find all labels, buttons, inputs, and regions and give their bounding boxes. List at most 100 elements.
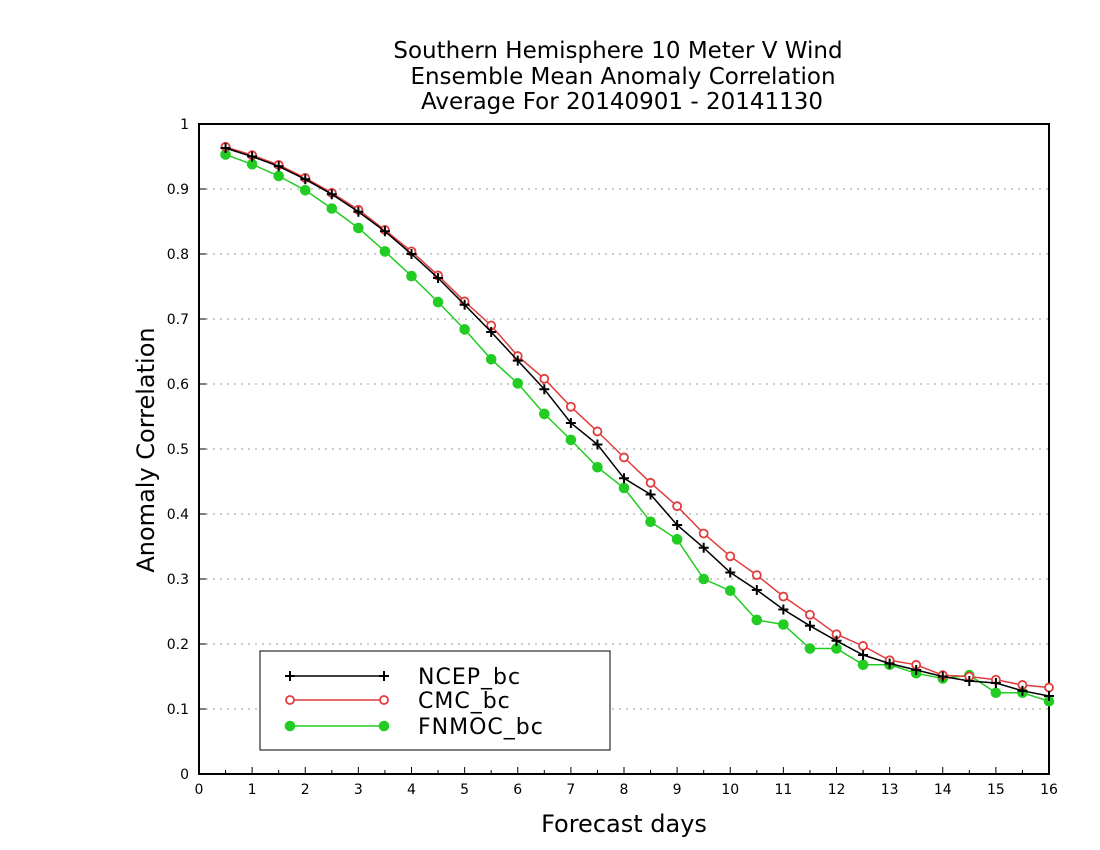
series-line — [225, 146, 1050, 689]
data-point — [619, 473, 629, 484]
grid-lines — [199, 188, 1049, 710]
legend-marker — [284, 720, 296, 732]
x-tick-label: 4 — [407, 782, 416, 798]
data-point — [725, 567, 736, 578]
y-tick-label: 0.3 — [167, 572, 189, 588]
y-axis-label: Anomaly Correlation — [132, 327, 160, 572]
x-tick-label: 5 — [460, 782, 469, 798]
legend-label: CMC_bc — [418, 689, 511, 714]
x-tick-label: 1 — [248, 782, 257, 798]
x-tick-label: 9 — [673, 782, 682, 798]
data-point — [884, 658, 895, 669]
series-fnmoc-bc — [220, 149, 1055, 707]
data-point — [379, 226, 390, 237]
legend-marker — [379, 695, 389, 705]
x-tick-label: 8 — [620, 782, 629, 798]
data-point — [247, 151, 258, 162]
series-cmc-bc — [220, 141, 1054, 693]
data-point — [751, 570, 762, 580]
data-point — [619, 452, 629, 463]
data-point — [804, 620, 815, 631]
legend-label: NCEP_bc — [418, 665, 521, 690]
data-point — [805, 609, 815, 620]
data-point — [964, 676, 975, 687]
y-tick-label: 0.8 — [167, 247, 189, 263]
x-tick-label: 0 — [195, 782, 204, 798]
y-tick-label: 0.7 — [167, 312, 189, 328]
x-axis-ticks: 0 1 2 3 4 5 6 7 8 9 10 11 12 13 14 15 16 — [195, 767, 1058, 798]
data-point — [804, 643, 816, 654]
data-point — [698, 573, 709, 585]
x-tick-label: 3 — [354, 782, 363, 798]
data-point — [379, 246, 391, 257]
data-point — [539, 384, 550, 395]
data-point — [671, 534, 683, 545]
y-tick-label: 0.4 — [167, 507, 189, 523]
series-ncep-bc — [220, 143, 1054, 701]
legend-entry-ncep-bc: NCEP_bc — [285, 665, 521, 690]
data-point — [565, 401, 576, 412]
x-tick-label: 10 — [721, 782, 739, 798]
data-point — [565, 418, 576, 428]
data-point — [273, 161, 284, 172]
data-point — [326, 189, 337, 200]
data-point — [512, 378, 524, 389]
y-axis-ticks: 0 0.1 0.2 0.3 0.4 0.5 0.6 0.7 0.8 0.9 1 — [167, 117, 206, 783]
data-point — [672, 501, 683, 512]
x-tick-label: 11 — [774, 782, 792, 798]
data-point — [672, 520, 683, 531]
data-point — [751, 585, 762, 596]
data-point — [858, 641, 868, 651]
x-tick-label: 7 — [566, 782, 575, 798]
data-point — [725, 551, 736, 562]
legend-label: FNMOC_bc — [418, 715, 544, 740]
y-tick-label: 0.2 — [167, 637, 189, 653]
series-line — [225, 147, 1050, 697]
data-point — [1044, 682, 1054, 693]
data-point — [751, 614, 763, 626]
data-point — [539, 408, 550, 420]
data-point — [831, 635, 842, 646]
x-tick-label: 14 — [934, 782, 952, 798]
data-point — [618, 482, 630, 494]
series-layer — [220, 141, 1055, 707]
data-point — [299, 185, 311, 196]
data-point — [778, 591, 789, 602]
y-tick-label: 0 — [180, 767, 189, 783]
x-tick-label: 6 — [513, 782, 522, 798]
data-point — [433, 273, 444, 284]
legend-box — [259, 650, 611, 751]
legend-entry-fnmoc-bc: FNMOC_bc — [284, 715, 544, 740]
data-point — [353, 222, 364, 234]
data-point — [858, 650, 869, 661]
data-point — [459, 299, 470, 310]
y-tick-label: 0.6 — [167, 377, 189, 393]
y-tick-label: 0.1 — [167, 702, 189, 718]
legend-marker — [379, 671, 389, 681]
data-point — [512, 355, 523, 366]
data-point — [698, 542, 709, 553]
data-point — [645, 489, 656, 500]
y-tick-label: 0.9 — [167, 182, 189, 198]
data-point — [485, 354, 497, 365]
data-point — [353, 206, 364, 217]
legend-marker — [285, 695, 295, 705]
x-axis-label: Forecast days — [541, 810, 707, 838]
x-tick-label: 12 — [828, 782, 846, 798]
data-point — [406, 249, 417, 259]
data-point — [698, 528, 709, 539]
x-tick-label: 2 — [301, 782, 310, 798]
data-point — [592, 439, 603, 450]
data-point — [592, 426, 603, 437]
x-tick-label: 13 — [881, 782, 899, 798]
data-point — [778, 619, 789, 630]
x-tick-label: 15 — [987, 782, 1005, 798]
legend-marker — [378, 720, 390, 732]
legend-entry-cmc-bc: CMC_bc — [285, 689, 511, 714]
chart-title-line-2: Ensemble Mean Anomaly Correlation — [410, 64, 835, 90]
data-point — [273, 170, 284, 182]
data-point — [486, 327, 497, 337]
y-tick-label: 0.5 — [167, 442, 189, 458]
